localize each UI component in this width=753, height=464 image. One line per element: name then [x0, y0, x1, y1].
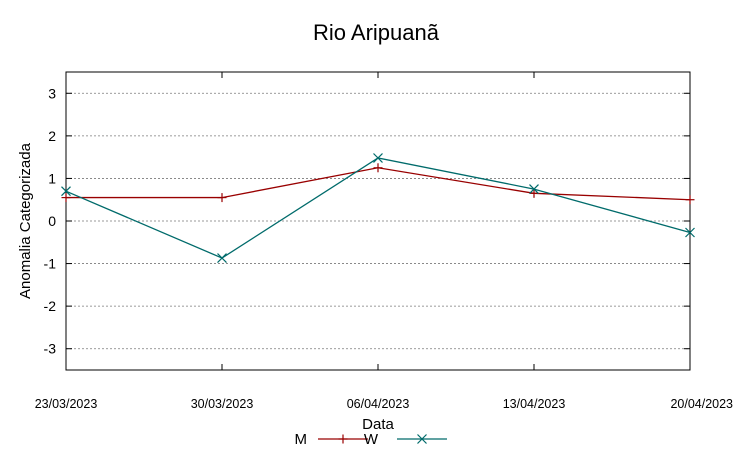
data-point [217, 253, 227, 263]
series-W [61, 153, 695, 263]
x-axis-label: Data [362, 416, 394, 433]
data-point [61, 186, 71, 197]
y-tick-label: -1 [44, 256, 57, 272]
y-tick-label: 0 [48, 213, 56, 229]
x-marker [685, 227, 695, 238]
x-marker [217, 253, 227, 263]
plot-frame [65, 71, 691, 371]
series-line-M [66, 167, 691, 201]
x-marker [373, 153, 383, 163]
data-point [373, 163, 383, 173]
legend-entry-W: W [364, 431, 447, 448]
legend-entry-M: M [295, 431, 368, 448]
data-point [373, 153, 383, 163]
y-tick-label: -3 [44, 341, 57, 357]
x-tick-label: 13/04/2023 [503, 397, 566, 411]
x-tick-label: 30/03/2023 [191, 397, 254, 411]
x-tick-label: 23/03/2023 [35, 397, 98, 411]
data-point [217, 193, 227, 203]
x-tick-label: 06/04/2023 [347, 397, 410, 411]
x-marker [529, 184, 539, 194]
x-tick-label: 20/04/2023 [670, 397, 733, 411]
y-tick-label: 2 [48, 128, 56, 144]
y-tick-label: 3 [48, 85, 56, 101]
data-point [685, 227, 695, 238]
data-point [529, 188, 539, 198]
y-tick-label: 1 [48, 170, 56, 186]
x-marker [417, 434, 427, 444]
series-M [61, 163, 695, 205]
legend-label: W [364, 431, 379, 448]
grid-lines [66, 92, 690, 350]
chart-title: Rio Aripuanã [313, 20, 440, 45]
data-point [685, 195, 695, 205]
series-line-W [65, 157, 691, 259]
x-marker [61, 186, 71, 197]
x-axis-ticks: 23/03/2023 30/03/2023 06/04/2023 13/04/2023… [35, 72, 733, 411]
series-layer [61, 153, 695, 263]
y-axis-label: Anomalia Categorizada [17, 142, 34, 299]
y-axis-ticks: -3 -2 -1 0 1 2 3 [44, 85, 690, 357]
data-point [529, 184, 539, 194]
legend-label: M [295, 431, 308, 448]
data-point [61, 193, 71, 203]
y-tick-label: -2 [44, 298, 57, 314]
